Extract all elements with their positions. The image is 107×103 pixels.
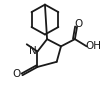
Text: OH: OH <box>85 41 101 51</box>
Text: O: O <box>74 19 83 29</box>
Text: N: N <box>29 46 36 56</box>
Text: O: O <box>12 69 21 79</box>
